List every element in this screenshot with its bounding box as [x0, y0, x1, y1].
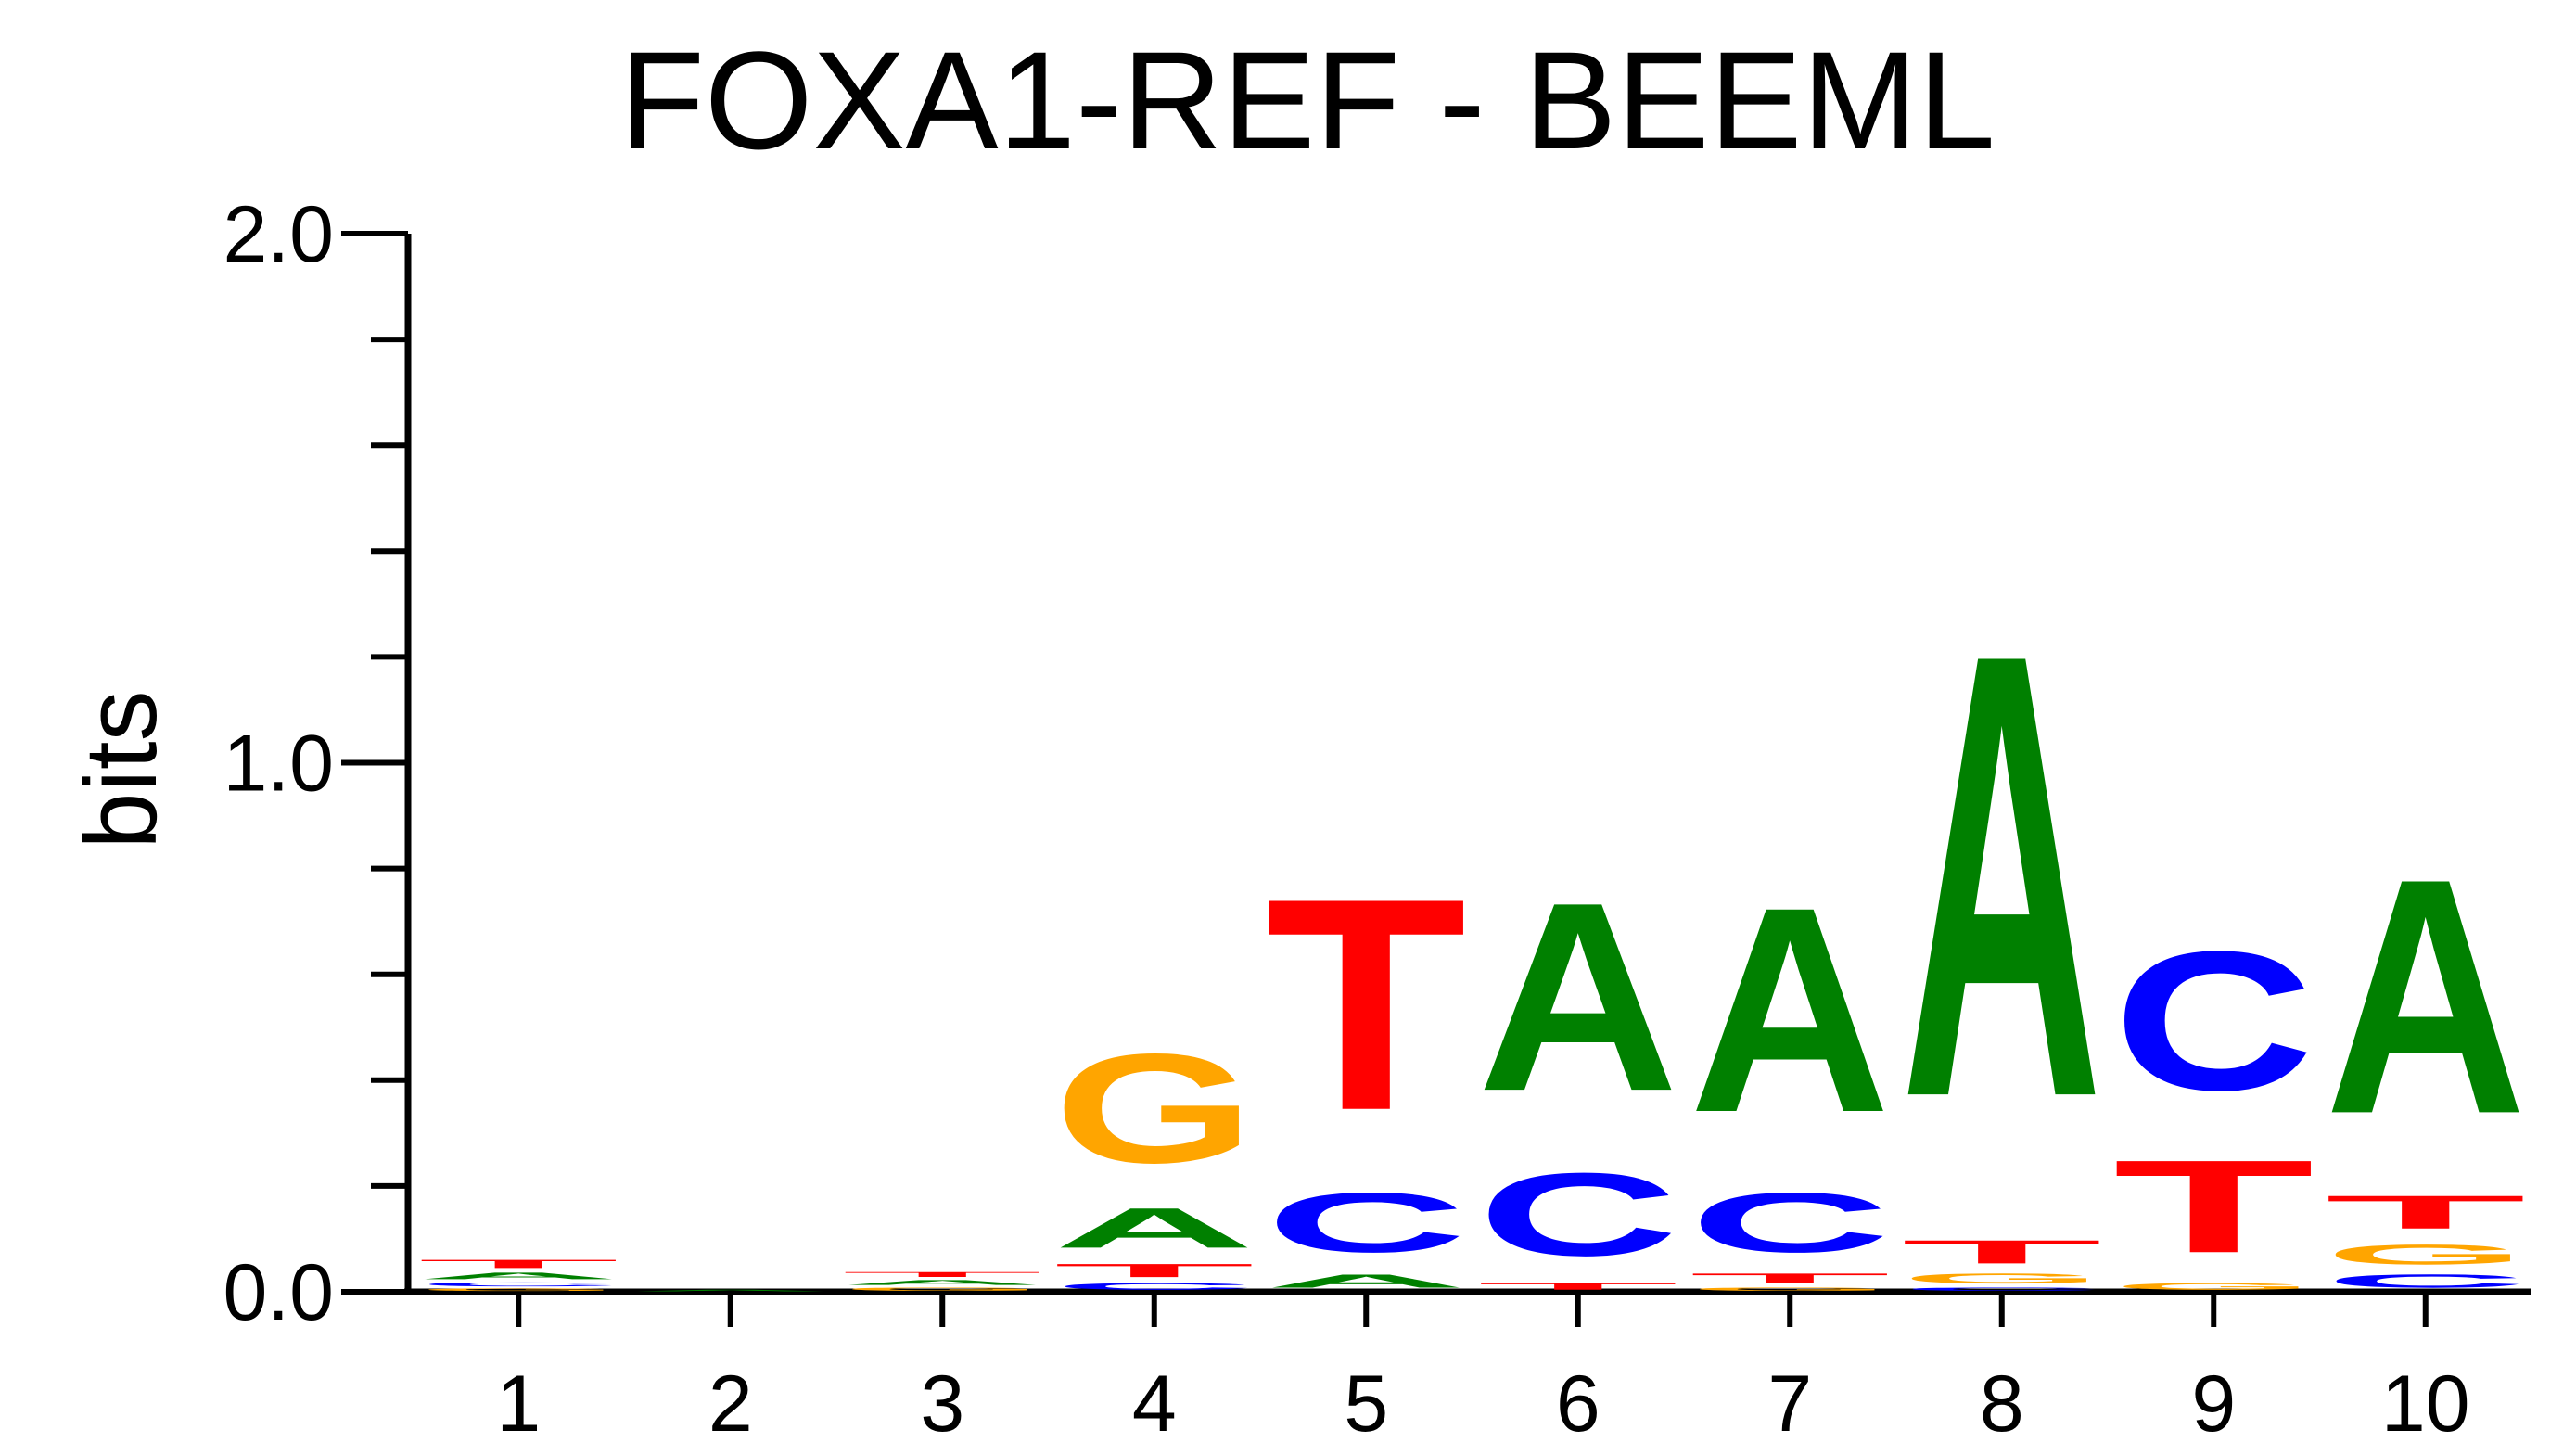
letter-C: C	[2113, 911, 2315, 1132]
letter-C: C	[1690, 1175, 1891, 1270]
position-stack-2: A	[630, 1289, 831, 1292]
x-tick-label: 1	[496, 1359, 541, 1449]
x-tick-label: 2	[708, 1359, 753, 1449]
letter-A: A	[418, 1270, 619, 1281]
letter-C: C	[1053, 1282, 1255, 1292]
letter-A: A	[2325, 810, 2526, 1184]
x-tick-label: 7	[1767, 1359, 1812, 1449]
letter-G: G	[1690, 1286, 1891, 1292]
x-tick-label: 5	[1344, 1359, 1388, 1449]
x-axis: 1 2 3 4 5 6 7 8 9 10	[404, 1288, 2531, 1449]
x-tick-label: 9	[2191, 1359, 2236, 1449]
letter-G: G	[418, 1287, 619, 1292]
x-tick-label: 10	[2381, 1359, 2470, 1449]
x-tick-label: 4	[1132, 1359, 1177, 1449]
x-tick-label: 6	[1556, 1359, 1600, 1449]
letter-C: C	[2325, 1270, 2526, 1292]
letter-T: T	[418, 1257, 619, 1270]
chart-title: FOXA1-REF - BEEML	[619, 22, 1996, 178]
y-tick-label: 0.0	[223, 1248, 334, 1337]
letter-A: A	[1901, 522, 2102, 1229]
letter-T: T	[1901, 1233, 2102, 1270]
letter-C: C	[1901, 1286, 2102, 1292]
letter-T: T	[1266, 836, 1467, 1173]
y-tick-label: 1.0	[223, 720, 334, 809]
position-stack-5: ACT	[1266, 836, 1467, 1292]
letter-G: G	[2113, 1282, 2315, 1292]
letter-C: C	[1477, 1148, 1678, 1280]
letter-A: A	[1477, 846, 1678, 1147]
position-stack-9: GTC	[2113, 911, 2315, 1292]
letter-T: T	[842, 1270, 1043, 1279]
letter-G: G	[1901, 1270, 2102, 1286]
y-axis-label: bits	[64, 690, 178, 849]
letter-C: C	[1266, 1175, 1467, 1270]
letter-T: T	[1477, 1282, 1678, 1292]
letter-A: A	[630, 1289, 831, 1292]
letter-T: T	[2325, 1186, 2526, 1239]
position-stack-3: GAT	[842, 1270, 1043, 1292]
x-tick-label: 3	[920, 1359, 964, 1449]
letter-T: T	[1053, 1260, 1255, 1282]
position-stack-6: TCA	[1477, 846, 1678, 1292]
letter-G: G	[842, 1286, 1043, 1292]
letter-A: A	[1690, 847, 1891, 1173]
letter-T: T	[1690, 1270, 1891, 1286]
x-tick-label: 8	[1980, 1359, 2024, 1449]
letter-T: T	[2113, 1133, 2315, 1281]
letter-C: C	[418, 1282, 619, 1288]
letter-G: G	[2325, 1239, 2526, 1270]
letter-A: A	[842, 1279, 1043, 1287]
letter-G: G	[1053, 1021, 1255, 1195]
y-tick-label: 2.0	[223, 190, 334, 279]
letter-A: A	[1053, 1196, 1255, 1259]
letter-A: A	[1266, 1270, 1467, 1292]
y-axis: 0.0 1.0 2.0	[223, 190, 412, 1337]
